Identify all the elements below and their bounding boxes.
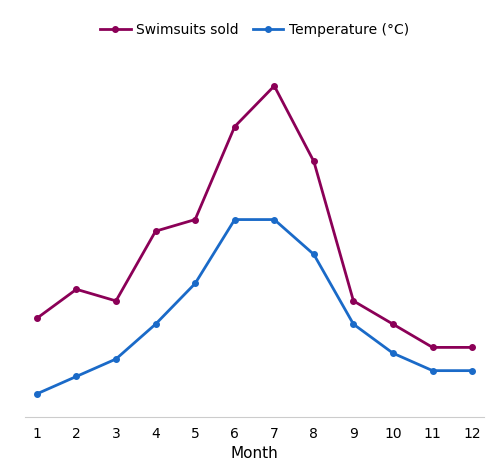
Temperature (°C): [73, 374, 79, 379]
Temperature (°C): [232, 217, 238, 222]
Swimsuits sold: [73, 286, 79, 292]
Temperature (°C): [34, 391, 40, 397]
Temperature (°C): [153, 321, 159, 327]
Swimsuits sold: [469, 345, 475, 350]
Swimsuits sold: [271, 83, 277, 89]
Line: Swimsuits sold: Swimsuits sold: [34, 83, 475, 350]
Swimsuits sold: [192, 217, 198, 222]
Swimsuits sold: [232, 124, 238, 129]
Temperature (°C): [390, 350, 396, 356]
Temperature (°C): [469, 368, 475, 374]
Swimsuits sold: [113, 298, 119, 304]
Temperature (°C): [271, 217, 277, 222]
Temperature (°C): [311, 252, 317, 257]
Temperature (°C): [430, 368, 436, 374]
Swimsuits sold: [350, 298, 356, 304]
Swimsuits sold: [34, 316, 40, 321]
Swimsuits sold: [430, 345, 436, 350]
Legend: Swimsuits sold, Temperature (°C): Swimsuits sold, Temperature (°C): [94, 17, 415, 42]
X-axis label: Month: Month: [231, 447, 278, 461]
Temperature (°C): [350, 321, 356, 327]
Temperature (°C): [192, 281, 198, 286]
Swimsuits sold: [311, 159, 317, 164]
Temperature (°C): [113, 356, 119, 362]
Swimsuits sold: [153, 228, 159, 234]
Line: Temperature (°C): Temperature (°C): [34, 217, 475, 397]
Swimsuits sold: [390, 321, 396, 327]
